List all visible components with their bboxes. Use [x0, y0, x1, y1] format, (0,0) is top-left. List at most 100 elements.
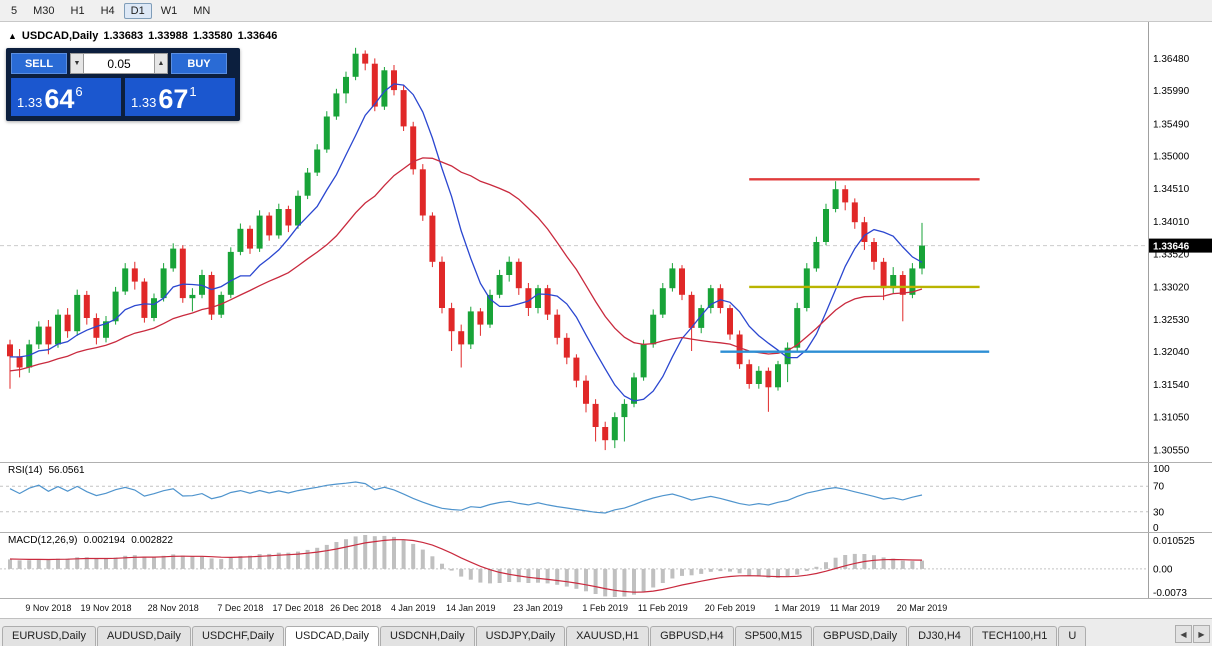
bid-point: 6 — [75, 84, 83, 99]
macd-indicator-label: MACD(12,26,9) 0.002194 0.002822 — [8, 535, 179, 546]
timeframe-5[interactable]: 5 — [11, 4, 18, 17]
candles-layer — [7, 47, 925, 451]
symbol-label: USDCAD,Daily — [21, 30, 99, 42]
tab-usdjpy-daily[interactable]: USDJPY,Daily — [475, 626, 566, 646]
date-label: 14 Jan 2019 — [446, 603, 496, 613]
svg-text:1.35490: 1.35490 — [1153, 119, 1190, 130]
svg-text:1.31540: 1.31540 — [1153, 380, 1190, 391]
tabs-scroll-left-button[interactable]: ◀ — [1175, 625, 1192, 643]
tab-usdcnh-daily[interactable]: USDCNH,Daily — [380, 626, 475, 646]
date-label: 28 Nov 2018 — [147, 603, 199, 613]
date-label: 7 Dec 2018 — [217, 603, 264, 613]
rsi-value: 56.0561 — [48, 465, 85, 476]
svg-text:0.00: 0.00 — [1153, 564, 1173, 575]
timeframe-mn[interactable]: MN — [193, 4, 211, 17]
ask-prefix: 1.33 — [131, 95, 157, 110]
low-value: 1.33580 — [192, 30, 233, 42]
date-label: 17 Dec 2018 — [272, 603, 324, 613]
timeframe-m30[interactable]: M30 — [33, 4, 55, 17]
macd-name: MACD(12,26,9) — [8, 535, 78, 546]
date-label: 9 Nov 2018 — [25, 603, 72, 613]
svg-text:1.32530: 1.32530 — [1153, 315, 1190, 326]
date-label: 20 Feb 2019 — [704, 603, 756, 613]
bid-prefix: 1.33 — [17, 95, 43, 110]
svg-text:1.31050: 1.31050 — [1153, 413, 1190, 424]
tab-gbpusd-h4[interactable]: GBPUSD,H4 — [650, 626, 734, 646]
ask-price-button[interactable]: 1.33 67 1 — [125, 78, 235, 116]
rsi-indicator-label: RSI(14) 56.0561 — [8, 465, 91, 476]
buy-button[interactable]: BUY — [171, 53, 227, 74]
bid-pips: 64 — [44, 84, 75, 115]
timeframe-h1[interactable]: H1 — [70, 4, 85, 17]
macd-histogram — [8, 535, 924, 597]
chart-tabbar: EURUSD,Daily AUDUSD,Daily USDCHF,Daily USDC… — [0, 618, 1212, 646]
date-label: 20 Mar 2019 — [896, 603, 948, 613]
tab-sp500-m15[interactable]: SP500,M15 — [734, 626, 813, 646]
date-label: 4 Jan 2019 — [390, 603, 436, 613]
bid-price-button[interactable]: 1.33 64 6 — [11, 78, 121, 116]
svg-text:30: 30 — [1153, 507, 1165, 518]
price-axis-ticks: 1.36480 1.35990 1.35490 1.35000 1.34510 1.340… — [1153, 54, 1190, 457]
date-label: 11 Feb 2019 — [637, 603, 688, 613]
ask-pips: 67 — [158, 84, 189, 115]
timeframe-d1[interactable]: D1 — [123, 2, 152, 19]
volume-decrease-button[interactable]: ▼ — [70, 53, 84, 74]
date-label: 1 Mar 2019 — [774, 603, 820, 613]
date-label: 1 Feb 2019 — [582, 603, 628, 613]
svg-text:1.35990: 1.35990 — [1153, 86, 1190, 97]
tab-audusd-daily[interactable]: AUDUSD,Daily — [96, 626, 191, 646]
svg-text:1.33646: 1.33646 — [1153, 242, 1190, 253]
volume-input[interactable] — [84, 53, 154, 74]
macd-main-value: 0.002194 — [83, 535, 126, 546]
symbol-tabs: EURUSD,Daily AUDUSD,Daily USDCHF,Daily USDC… — [0, 622, 1173, 646]
one-click-trading-panel: SELL ▼ ▲ BUY 1.33 64 6 1.33 67 1 — [6, 48, 240, 121]
trend-arrow-icon: ▲ — [8, 31, 17, 41]
date-label: 26 Dec 2018 — [330, 603, 382, 613]
timeframe-h4[interactable]: H4 — [100, 4, 115, 17]
macd-canvas[interactable]: 0.010525 0.00 -0.0073 — [0, 532, 1212, 598]
svg-text:1.34010: 1.34010 — [1153, 217, 1190, 228]
open-value: 1.33683 — [103, 30, 144, 42]
svg-text:1.36480: 1.36480 — [1153, 54, 1190, 65]
tab-gbpusd-daily[interactable]: GBPUSD,Daily — [813, 626, 908, 646]
timeframe-w1[interactable]: W1 — [160, 4, 178, 17]
volume-stepper: ▼ ▲ — [70, 53, 168, 74]
tab-usdcad-daily[interactable]: USDCAD,Daily — [285, 626, 380, 646]
current-price-tag — [1149, 238, 1212, 253]
svg-text:100: 100 — [1153, 464, 1170, 475]
date-label: 19 Nov 2018 — [80, 603, 132, 613]
svg-text:1.34510: 1.34510 — [1153, 184, 1190, 195]
sell-button[interactable]: SELL — [11, 53, 67, 74]
tab-tech100-h1[interactable]: TECH100,H1 — [971, 626, 1058, 646]
svg-text:0: 0 — [1153, 523, 1159, 532]
tab-dj30-h4[interactable]: DJ30,H4 — [908, 626, 971, 646]
svg-text:1.32040: 1.32040 — [1153, 347, 1190, 358]
timeframe-toolbar: 5 M30 H1 H4 D1 W1 MN — [0, 0, 1212, 22]
chart-title: ▲ USDCAD,Daily 1.33683 1.33988 1.33580 1.3364… — [8, 30, 282, 42]
date-label: 23 Jan 2019 — [513, 603, 563, 613]
svg-text:0.010525: 0.010525 — [1153, 536, 1195, 547]
close-value: 1.33646 — [237, 30, 278, 42]
tab-u[interactable]: U — [1058, 626, 1087, 646]
svg-text:1.33520: 1.33520 — [1153, 249, 1190, 260]
tab-xauusd-h1[interactable]: XAUUSD,H1 — [566, 626, 650, 646]
tabs-scroll-right-button[interactable]: ▶ — [1193, 625, 1210, 643]
svg-text:1.35000: 1.35000 — [1153, 152, 1190, 163]
volume-increase-button[interactable]: ▲ — [154, 53, 168, 74]
time-axis: 9 Nov 2018 19 Nov 2018 28 Nov 2018 7 Dec 20… — [0, 598, 1212, 618]
macd-signal-value: 0.002822 — [131, 535, 173, 546]
main-chart-canvas[interactable]: 1.36480 1.35990 1.35490 1.35000 1.34510 1.340… — [0, 22, 1212, 462]
high-value: 1.33988 — [148, 30, 188, 42]
tab-usdchf-daily[interactable]: USDCHF,Daily — [191, 626, 285, 646]
svg-text:1.33020: 1.33020 — [1153, 282, 1190, 293]
svg-text:-0.0073: -0.0073 — [1153, 588, 1187, 598]
tab-scroll-controls: ◀ ▶ — [1173, 625, 1212, 646]
rsi-name: RSI(14) — [8, 465, 43, 476]
date-label: 11 Mar 2019 — [829, 603, 880, 613]
rsi-canvas[interactable]: 100 70 30 0 — [0, 462, 1212, 532]
svg-text:70: 70 — [1153, 482, 1165, 493]
tab-eurusd-daily[interactable]: EURUSD,Daily — [2, 626, 96, 646]
ask-point: 1 — [189, 84, 197, 99]
chart-area: 1.36480 1.35990 1.35490 1.35000 1.34510 1.340… — [0, 22, 1212, 618]
